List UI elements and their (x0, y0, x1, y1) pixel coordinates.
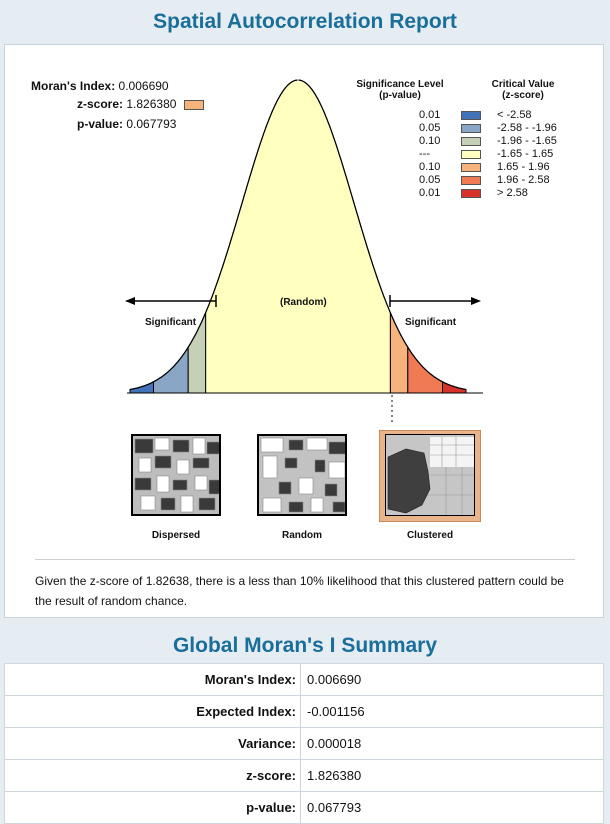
clustered-pattern-map (385, 434, 475, 516)
legend-z-range: 1.65 - 1.96 (497, 161, 550, 173)
morans-index-label: Moran's Index: (31, 79, 116, 93)
random-label: (Random) (280, 297, 327, 308)
clustered-label: Clustered (406, 530, 454, 541)
legend-p-value: 0.10 (419, 161, 441, 173)
legend-swatch (461, 189, 481, 198)
dispersed-label: Dispersed (151, 530, 201, 541)
legend-p-value: 0.05 (419, 122, 441, 134)
critical-header-line2: (z-score) (502, 90, 544, 101)
left-significant-label: Significant (145, 317, 197, 328)
significance-header-line2: (p-value) (379, 90, 421, 101)
legend-z-range: -1.96 - -1.65 (497, 135, 557, 147)
legend-z-range: -1.65 - 1.65 (497, 148, 554, 160)
critical-header-line1: Critical Value (491, 79, 555, 90)
summary-title: Global Moran's I Summary (172, 634, 438, 657)
significance-header: Significance Level (p-value) (345, 79, 455, 101)
legend-swatch (461, 176, 481, 185)
legend-p-value: 0.01 (419, 109, 441, 121)
divider (35, 559, 575, 560)
legend-p-value: 0.05 (419, 174, 441, 186)
dispersed-pattern-map (131, 434, 221, 516)
right-arrow-head (471, 297, 481, 305)
summary-label: Variance: (4, 727, 301, 760)
legend-z-range: -2.58 - -1.96 (497, 122, 557, 134)
legend-z-range: 1.96 - 2.58 (497, 174, 550, 186)
report-panel: Moran's Index: 0.006690 z-score: 1.82638… (4, 44, 604, 618)
summary-label: Moran's Index: (4, 663, 301, 696)
normal-distribution-chart (125, 77, 483, 425)
summary-row: Moran's Index: 0.006690 (4, 663, 604, 696)
morans-index-stat: Moran's Index: 0.006690 (31, 79, 169, 93)
legend-z-range: < -2.58 (497, 109, 532, 121)
p-value-stat: p-value: 0.067793 (77, 117, 176, 131)
summary-row: Variance: 0.000018 (4, 727, 604, 760)
random-pattern-label: Random (282, 530, 322, 541)
z-score-swatch (183, 99, 204, 110)
critical-value-header: Critical Value (z-score) (483, 79, 563, 101)
legend-swatch (461, 163, 481, 172)
summary-value: 1.826380 (300, 759, 604, 792)
random-pattern-map (257, 434, 347, 516)
legend-p-value: --- (419, 148, 430, 160)
summary-row: Expected Index: -0.001156 (4, 695, 604, 728)
significance-header-line1: Significance Level (356, 79, 444, 90)
summary-label: Expected Index: (4, 695, 301, 728)
legend-z-range: > 2.58 (497, 187, 528, 199)
z-score-value: 1.826380 (126, 97, 177, 111)
right-significant-label: Significant (405, 317, 457, 328)
legend-swatch (461, 137, 481, 146)
z-score-label: z-score: (77, 97, 124, 111)
report-title: Spatial Autocorrelation Report (153, 10, 457, 33)
conclusion-text: Given the z-score of 1.82638, there is a… (35, 574, 564, 608)
curve-region-random (205, 79, 391, 394)
morans-index-value: 0.006690 (118, 79, 169, 93)
legend-p-value: 0.10 (419, 135, 441, 147)
legend-swatch (461, 150, 481, 159)
summary-table: Moran's Index: 0.006690 Expected Index: -0.… (4, 663, 604, 824)
p-value-value: 0.067793 (126, 117, 177, 131)
summary-value: 0.006690 (300, 663, 604, 696)
legend-swatch (461, 124, 481, 133)
legend-p-value: 0.01 (419, 187, 441, 199)
z-score-stat: z-score: 1.826380 (77, 97, 204, 111)
summary-label: z-score: (4, 759, 301, 792)
summary-row: z-score: 1.826380 (4, 759, 604, 792)
summary-value: 0.000018 (300, 727, 604, 760)
legend-swatch (461, 111, 481, 120)
p-value-label: p-value: (77, 117, 124, 131)
left-arrow-head (125, 297, 135, 305)
summary-value: -0.001156 (300, 695, 604, 728)
